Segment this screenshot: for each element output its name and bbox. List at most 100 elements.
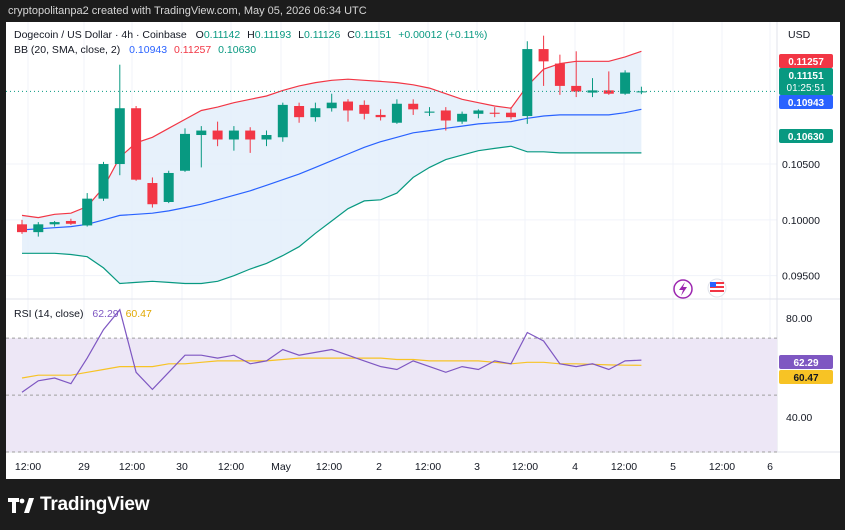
candle-body: [359, 104, 370, 114]
candle-body: [33, 224, 44, 233]
legend-high: 0.11193: [255, 29, 292, 41]
candle-body: [424, 111, 435, 113]
candle-body: [620, 72, 631, 94]
candle-body: [180, 133, 190, 171]
last-price-badge: [779, 68, 833, 95]
time-tick-label: 6: [767, 461, 773, 473]
time-tick-label: May: [271, 461, 292, 473]
time-tick-label: 12:00: [415, 461, 441, 473]
legend-open: 0.11142: [204, 29, 241, 41]
time-tick-label: 12:00: [611, 461, 637, 473]
legend-rsi-ma: 60.47: [126, 308, 152, 320]
candle-body: [506, 112, 516, 118]
candle-body: [245, 130, 256, 140]
legend-h-label: H: [247, 29, 255, 41]
candle-body: [228, 130, 239, 140]
legend-symbol: Dogecoin / US Dollar · 4h · Coinbase: [14, 29, 187, 41]
lightning-icon[interactable]: [673, 279, 693, 299]
time-tick-label: 30: [176, 461, 188, 473]
brand-name: TradingView: [40, 494, 150, 515]
last-price-badge-text: 0.11151: [788, 71, 823, 82]
time-tick-label: 12:00: [316, 461, 342, 473]
candle-body: [375, 114, 386, 118]
candle-body: [310, 108, 321, 118]
bb-basis-badge: [779, 95, 833, 109]
tradingview-logo[interactable]: TradingView: [8, 494, 150, 516]
legend-change: +0.00012 (+0.11%): [398, 29, 487, 41]
rsi-tick-80[interactable]: 80.00: [786, 313, 812, 325]
candle-body: [538, 49, 549, 62]
candle-body: [489, 112, 500, 114]
bb-upper-badge: [779, 54, 833, 68]
legend-row-1: Dogecoin / US Dollar · 4h · Coinbase O0.…: [14, 29, 487, 41]
candle-body: [603, 90, 614, 94]
legend-close: 0.11151: [355, 29, 392, 41]
legend-c-label: C: [347, 29, 355, 41]
candle-body: [65, 220, 76, 224]
candle-body: [261, 135, 272, 140]
price-tick-label: 0.10500: [782, 159, 820, 171]
legend-rsi-label: RSI (14, close): [14, 308, 83, 320]
bb-upper-line: [21, 50, 642, 219]
bb-lower-badge-text: 0.10630: [788, 132, 825, 143]
bb-basis-line: [21, 108, 642, 231]
legend-o-label: O: [196, 29, 204, 41]
chart-panel[interactable]: Dogecoin / US Dollar · 4h · Coinbase O0.…: [6, 22, 840, 479]
candle-body: [49, 222, 60, 225]
candle-body: [212, 130, 223, 140]
candle-body: [326, 102, 337, 109]
candle-body: [294, 106, 305, 118]
candle-body: [554, 63, 565, 86]
candle-body: [114, 108, 125, 165]
time-tick-label: 2: [376, 461, 382, 473]
candle-body: [343, 101, 353, 111]
price-tick-label: 0.09500: [782, 271, 820, 283]
rsi-badge-text: 62.29: [793, 358, 818, 369]
candle-body: [163, 172, 174, 202]
caption-bar: cryptopolitanpa2 created with TradingVie…: [0, 0, 845, 22]
bb-lower-line: [22, 145, 642, 285]
legend-bb-lower: 0.10630: [218, 44, 256, 56]
legend-l-label: L: [298, 29, 304, 41]
price-axis-ticks[interactable]: 0.10500 0.10000 0.09500: [782, 159, 820, 283]
time-axis-ticks[interactable]: 12:00 29 12:00 30 12:00 May 12:00 2 12:00 3 12:00 4…: [15, 461, 773, 473]
legend-bb-basis: 0.10943: [129, 44, 167, 56]
legend-rsi-row: RSI (14, close) 62.29 60.47: [14, 308, 152, 320]
time-tick-label: 12:00: [218, 461, 244, 473]
time-tick-label: 12:00: [709, 461, 735, 473]
candle-body: [473, 110, 484, 114]
rsi-ma-badge: [779, 370, 833, 384]
candles: [17, 35, 647, 237]
chart-canvas[interactable]: Dogecoin / US Dollar · 4h · Coinbase O0.…: [6, 22, 840, 479]
countdown-text: 01:25:51: [787, 83, 826, 94]
legend-bb-label: BB (20, SMA, close, 2): [14, 44, 120, 56]
us-flag-icon[interactable]: [707, 278, 727, 298]
time-tick-label: 12:00: [119, 461, 145, 473]
candle-body: [196, 130, 207, 136]
candle-body: [571, 85, 582, 92]
footer: TradingView: [0, 482, 845, 530]
caption-text: cryptopolitanpa2 created with TradingVie…: [8, 5, 367, 17]
bb-fill: [22, 51, 642, 284]
candle-body: [277, 104, 288, 138]
legend-row-2: BB (20, SMA, close, 2) 0.10943 0.11257 0…: [14, 44, 256, 56]
legend-rsi-value: 62.29: [92, 308, 118, 320]
currency-label[interactable]: USD: [788, 29, 811, 41]
time-tick-label: 12:00: [15, 461, 41, 473]
candle-body: [82, 198, 93, 226]
candle-body: [522, 49, 533, 117]
rsi-ma-badge-text: 60.47: [793, 373, 818, 384]
bb-lower-badge: [779, 129, 833, 143]
candle-body: [131, 108, 142, 180]
bb-basis-badge-text: 0.10943: [788, 98, 825, 109]
bb-upper-badge-text: 0.11257: [788, 57, 824, 68]
candle-body: [17, 224, 27, 233]
candle-body: [408, 103, 419, 110]
candle-body: [587, 90, 598, 93]
time-tick-label: 29: [78, 461, 90, 473]
time-tick-label: 4: [572, 461, 578, 473]
rsi-tick-40[interactable]: 40.00: [786, 412, 812, 424]
rsi-badge: [779, 355, 833, 369]
candle-body: [98, 164, 109, 199]
candle-body: [636, 91, 647, 93]
